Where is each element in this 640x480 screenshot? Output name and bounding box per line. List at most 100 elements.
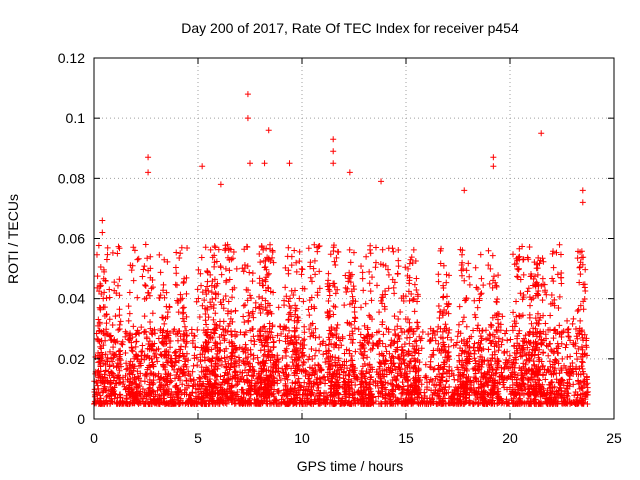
data-point	[487, 321, 494, 328]
data-point	[104, 354, 111, 361]
data-point	[209, 296, 216, 303]
data-point	[377, 261, 384, 268]
data-point	[175, 388, 182, 395]
data-point	[190, 362, 197, 369]
data-point	[423, 374, 430, 381]
data-point	[446, 383, 453, 390]
data-point	[280, 370, 287, 377]
data-point	[395, 355, 402, 362]
data-point	[106, 294, 113, 301]
data-point	[350, 283, 357, 290]
data-point	[144, 255, 151, 262]
data-point	[440, 400, 447, 407]
data-point	[549, 275, 556, 282]
data-point	[558, 340, 565, 347]
data-point	[378, 384, 385, 391]
data-point	[250, 314, 257, 321]
data-point	[212, 295, 219, 302]
data-point	[457, 345, 464, 352]
data-point	[145, 154, 152, 161]
data-point	[169, 359, 176, 366]
data-point	[363, 379, 370, 386]
data-point	[400, 383, 407, 390]
data-point	[298, 271, 305, 278]
data-point	[211, 276, 218, 283]
data-point	[312, 271, 319, 278]
data-point	[183, 290, 190, 297]
data-point	[153, 354, 160, 361]
data-point	[189, 383, 196, 390]
data-point	[372, 264, 379, 271]
data-point	[311, 352, 318, 359]
data-point	[385, 364, 392, 371]
data-point	[140, 329, 147, 336]
data-point	[513, 350, 520, 357]
data-point	[203, 345, 210, 352]
data-point	[367, 250, 374, 257]
data-point	[525, 256, 532, 263]
data-point	[307, 333, 314, 340]
data-point	[527, 302, 534, 309]
data-point	[223, 345, 230, 352]
data-point	[316, 285, 323, 292]
data-point	[326, 336, 333, 343]
data-point	[376, 351, 383, 358]
data-point	[260, 246, 267, 253]
data-point	[280, 387, 287, 394]
data-point	[532, 341, 539, 348]
data-point	[206, 334, 213, 341]
data-point	[97, 343, 104, 350]
data-point	[395, 384, 402, 391]
data-point	[197, 270, 204, 277]
data-point	[478, 359, 485, 366]
data-point	[465, 350, 472, 357]
data-point	[177, 400, 184, 407]
data-point	[337, 400, 344, 407]
data-point	[368, 297, 375, 304]
data-point	[429, 334, 436, 341]
data-point	[566, 376, 573, 383]
data-point	[190, 376, 197, 383]
data-point	[503, 375, 510, 382]
data-point	[100, 304, 107, 311]
data-point	[461, 372, 468, 379]
data-point	[495, 272, 502, 279]
data-point	[214, 280, 221, 287]
data-point	[277, 376, 284, 383]
data-point	[185, 400, 192, 407]
data-point	[126, 310, 133, 317]
data-point	[265, 374, 272, 381]
data-point	[285, 244, 292, 251]
data-point	[432, 337, 439, 344]
data-point	[480, 282, 487, 289]
data-point	[441, 386, 448, 393]
data-point	[525, 285, 532, 292]
data-point	[203, 364, 210, 371]
data-point	[242, 301, 249, 308]
data-point	[415, 365, 422, 372]
data-point	[448, 336, 455, 343]
data-point	[113, 363, 120, 370]
data-point	[236, 357, 243, 364]
data-point	[149, 381, 156, 388]
data-point	[120, 400, 127, 407]
data-point	[460, 314, 467, 321]
data-point	[557, 251, 564, 258]
data-point	[343, 289, 350, 296]
data-point	[107, 332, 114, 339]
data-point	[445, 389, 452, 396]
data-point	[367, 246, 374, 253]
data-point	[516, 364, 523, 371]
data-point	[421, 389, 428, 396]
data-point	[466, 281, 473, 288]
data-point	[255, 371, 262, 378]
data-point	[219, 391, 226, 398]
data-point	[489, 284, 496, 291]
data-point	[99, 229, 106, 236]
data-point	[288, 354, 295, 361]
data-point	[123, 395, 130, 402]
data-point	[265, 387, 272, 394]
data-point	[480, 388, 487, 395]
data-point	[580, 390, 587, 397]
data-point	[406, 319, 413, 326]
